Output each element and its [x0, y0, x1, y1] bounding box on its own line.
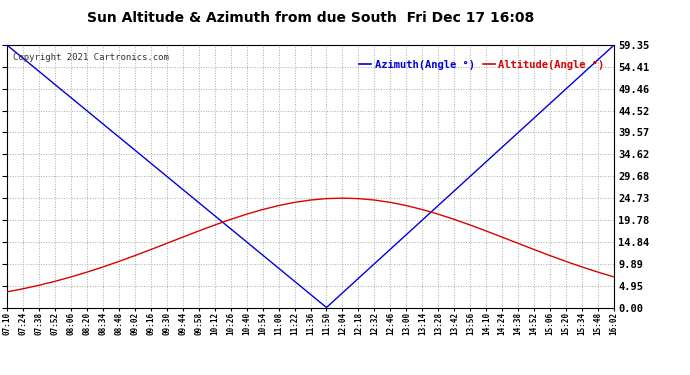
- Legend: Azimuth(Angle °), Altitude(Angle °): Azimuth(Angle °), Altitude(Angle °): [355, 56, 609, 74]
- Text: Copyright 2021 Cartronics.com: Copyright 2021 Cartronics.com: [13, 53, 169, 62]
- Text: Sun Altitude & Azimuth from due South  Fri Dec 17 16:08: Sun Altitude & Azimuth from due South Fr…: [87, 11, 534, 25]
